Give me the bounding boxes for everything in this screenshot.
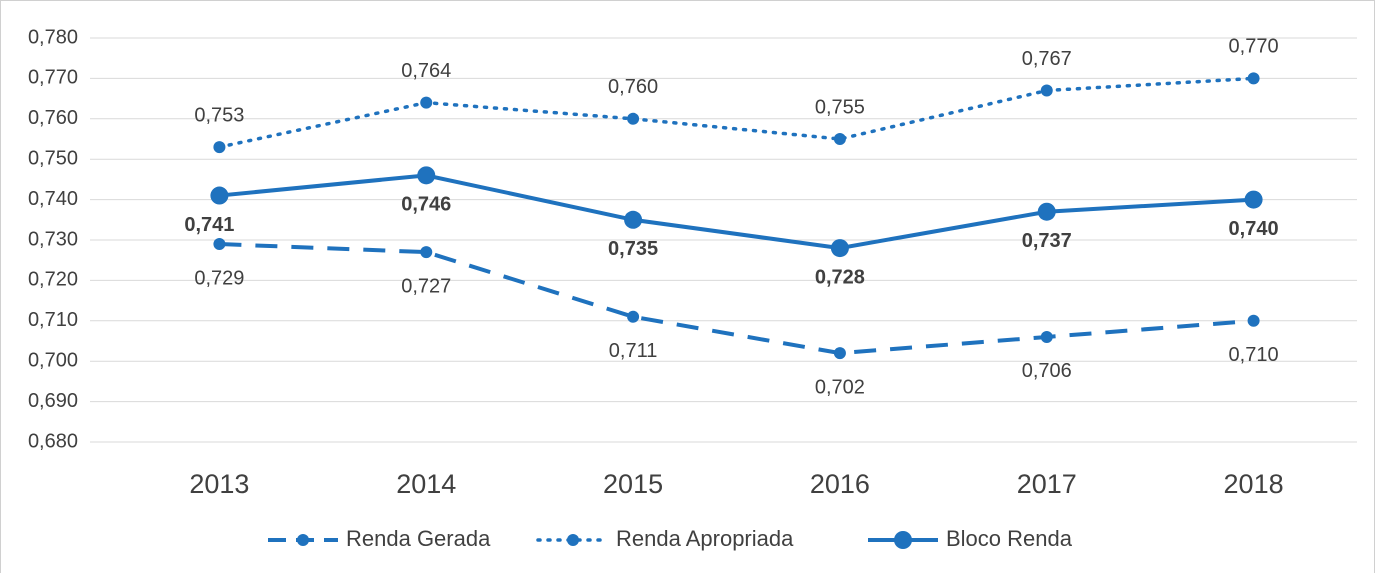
data-label: 0,706 <box>1022 360 1072 382</box>
x-tick-label: 2015 <box>603 469 663 499</box>
data-label: 0,711 <box>609 340 658 362</box>
data-point <box>627 310 640 323</box>
data-point <box>627 112 640 125</box>
data-point <box>1247 314 1260 327</box>
data-point <box>420 96 433 109</box>
data-point <box>1247 72 1260 85</box>
data-point <box>833 133 846 145</box>
data-point <box>213 238 226 251</box>
data-label: 0,728 <box>815 266 865 288</box>
y-tick-label: 0,720 <box>28 269 78 291</box>
series-line <box>217 76 1256 149</box>
legend-marker <box>297 534 309 546</box>
series-line <box>219 173 1254 251</box>
y-tick-label: 0,780 <box>28 26 78 48</box>
data-label: 0,710 <box>1229 344 1279 366</box>
y-tick-label: 0,750 <box>28 147 78 169</box>
y-tick-label: 0,710 <box>28 309 78 331</box>
data-point <box>1244 190 1263 209</box>
data-label: 0,740 <box>1229 218 1279 240</box>
data-label: 0,767 <box>1022 48 1072 70</box>
data-point <box>830 239 849 258</box>
data-label: 0,770 <box>1229 36 1279 58</box>
data-point <box>1040 330 1053 343</box>
data-point <box>417 166 436 185</box>
data-label: 0,735 <box>608 238 658 260</box>
series-line <box>219 242 1254 356</box>
data-point <box>833 347 846 360</box>
legend-label: Renda Gerada <box>346 526 491 551</box>
data-point <box>210 186 229 205</box>
legend-label: Bloco Renda <box>946 526 1073 551</box>
y-tick-label: 0,700 <box>28 349 78 371</box>
data-point <box>420 246 433 259</box>
x-tick-label: 2016 <box>810 469 870 499</box>
data-point <box>213 141 226 154</box>
y-tick-label: 0,760 <box>28 107 78 129</box>
y-tick-label: 0,730 <box>28 228 78 250</box>
data-label: 0,737 <box>1022 230 1072 252</box>
x-tick-label: 2013 <box>189 469 249 499</box>
x-tick-label: 2018 <box>1224 469 1284 499</box>
data-point <box>1040 84 1053 97</box>
x-tick-label: 2014 <box>396 469 456 499</box>
data-point <box>1037 202 1056 221</box>
data-label: 0,727 <box>401 275 451 297</box>
y-tick-label: 0,680 <box>28 430 78 452</box>
data-label: 0,746 <box>401 194 451 216</box>
y-tick-label: 0,770 <box>28 67 78 89</box>
data-label: 0,729 <box>194 267 244 289</box>
legend-marker <box>894 531 912 549</box>
data-label: 0,755 <box>815 96 865 118</box>
x-tick-label: 2017 <box>1017 469 1077 499</box>
y-tick-label: 0,740 <box>28 188 78 210</box>
data-label: 0,764 <box>401 60 451 82</box>
y-tick-label: 0,690 <box>28 390 78 412</box>
data-label: 0,753 <box>194 104 244 126</box>
legend-marker <box>567 534 579 546</box>
data-label: 0,702 <box>815 376 865 398</box>
legend-label: Renda Apropriada <box>616 526 794 551</box>
data-label: 0,760 <box>608 76 658 98</box>
data-label: 0,741 <box>184 214 234 236</box>
data-point <box>624 210 643 229</box>
